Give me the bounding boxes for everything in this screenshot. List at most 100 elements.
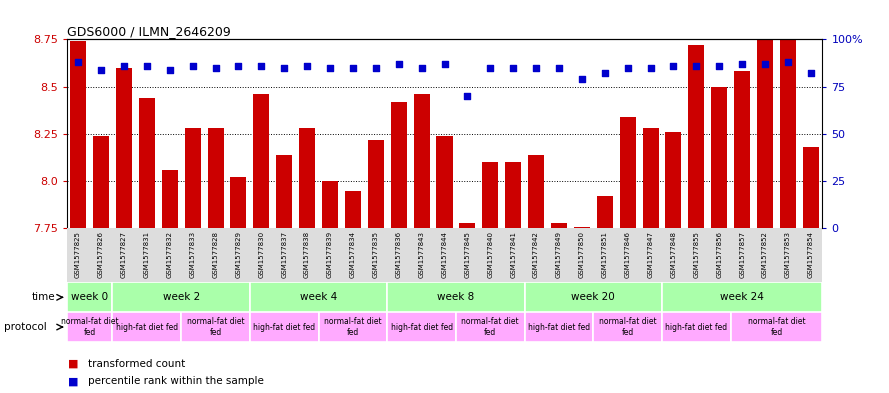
Point bbox=[644, 64, 658, 71]
Text: GSM1577843: GSM1577843 bbox=[419, 231, 425, 278]
Text: high-fat diet fed: high-fat diet fed bbox=[116, 323, 178, 332]
Text: GSM1577827: GSM1577827 bbox=[121, 231, 127, 278]
Text: GSM1577850: GSM1577850 bbox=[579, 231, 585, 278]
Point bbox=[667, 62, 681, 69]
Bar bbox=[388, 283, 525, 312]
Bar bbox=[757, 7, 773, 228]
Point bbox=[254, 62, 268, 69]
Bar bbox=[299, 128, 315, 228]
Text: normal-fat diet
fed: normal-fat diet fed bbox=[599, 318, 656, 337]
Point bbox=[208, 64, 222, 71]
Bar bbox=[593, 312, 662, 342]
Text: normal-fat diet
fed: normal-fat diet fed bbox=[748, 318, 805, 337]
Bar bbox=[113, 283, 250, 312]
Point bbox=[552, 64, 566, 71]
Bar bbox=[436, 136, 453, 228]
Text: GSM1577847: GSM1577847 bbox=[647, 231, 653, 278]
Bar bbox=[113, 312, 181, 342]
Point bbox=[116, 62, 131, 69]
Bar bbox=[734, 72, 750, 228]
Bar bbox=[250, 283, 388, 312]
Point bbox=[621, 64, 635, 71]
Point bbox=[689, 62, 703, 69]
Text: week 24: week 24 bbox=[720, 292, 765, 302]
Text: GSM1577854: GSM1577854 bbox=[808, 231, 813, 278]
Point bbox=[735, 61, 749, 67]
Bar bbox=[731, 312, 822, 342]
Text: protocol: protocol bbox=[4, 322, 47, 332]
Bar bbox=[620, 117, 636, 228]
Text: GSM1577851: GSM1577851 bbox=[602, 231, 608, 278]
Text: normal-fat diet
fed: normal-fat diet fed bbox=[60, 318, 118, 337]
Bar bbox=[525, 312, 593, 342]
Text: GSM1577826: GSM1577826 bbox=[98, 231, 104, 278]
Text: GSM1577825: GSM1577825 bbox=[76, 231, 81, 278]
Point bbox=[575, 76, 589, 82]
Bar bbox=[460, 223, 476, 228]
Point bbox=[300, 62, 314, 69]
Point bbox=[712, 62, 726, 69]
Bar bbox=[181, 312, 250, 342]
Bar bbox=[322, 181, 338, 228]
Point bbox=[346, 64, 360, 71]
Point bbox=[140, 62, 154, 69]
Bar bbox=[67, 283, 113, 312]
Bar bbox=[388, 312, 456, 342]
Text: GSM1577853: GSM1577853 bbox=[785, 231, 791, 278]
Bar bbox=[597, 196, 613, 228]
Point bbox=[437, 61, 452, 67]
Text: GSM1577844: GSM1577844 bbox=[442, 231, 447, 278]
Bar bbox=[250, 312, 318, 342]
Point bbox=[277, 64, 292, 71]
Text: high-fat diet fed: high-fat diet fed bbox=[390, 323, 453, 332]
Bar bbox=[551, 223, 567, 228]
Bar bbox=[643, 128, 659, 228]
Point bbox=[529, 64, 543, 71]
Point bbox=[414, 64, 428, 71]
Point bbox=[71, 59, 85, 65]
Text: GSM1577828: GSM1577828 bbox=[212, 231, 219, 278]
Bar bbox=[666, 132, 682, 228]
Bar bbox=[780, 18, 796, 228]
Bar bbox=[318, 312, 388, 342]
Text: GSM1577849: GSM1577849 bbox=[556, 231, 562, 278]
Text: GDS6000 / ILMN_2646209: GDS6000 / ILMN_2646209 bbox=[67, 25, 230, 38]
Text: GSM1577833: GSM1577833 bbox=[189, 231, 196, 278]
Bar bbox=[207, 128, 223, 228]
Point bbox=[461, 93, 475, 99]
Bar bbox=[276, 155, 292, 228]
Text: week 4: week 4 bbox=[300, 292, 337, 302]
Text: GSM1577852: GSM1577852 bbox=[762, 231, 768, 278]
Text: ■: ■ bbox=[68, 358, 79, 369]
Text: GSM1577834: GSM1577834 bbox=[350, 231, 356, 278]
Bar bbox=[139, 98, 155, 228]
Text: GSM1577845: GSM1577845 bbox=[464, 231, 470, 278]
Bar bbox=[116, 68, 132, 228]
Bar bbox=[505, 162, 521, 228]
Bar bbox=[368, 140, 384, 228]
Text: week 8: week 8 bbox=[437, 292, 475, 302]
Bar bbox=[390, 102, 407, 228]
Bar bbox=[662, 283, 822, 312]
Text: GSM1577857: GSM1577857 bbox=[739, 231, 745, 278]
Text: GSM1577848: GSM1577848 bbox=[670, 231, 677, 278]
Bar bbox=[230, 177, 246, 228]
Point bbox=[484, 64, 498, 71]
Bar bbox=[345, 191, 361, 228]
Bar bbox=[803, 147, 819, 228]
Bar bbox=[528, 155, 544, 228]
Text: GSM1577837: GSM1577837 bbox=[281, 231, 287, 278]
Bar bbox=[456, 312, 525, 342]
Text: GSM1577856: GSM1577856 bbox=[717, 231, 722, 278]
Bar bbox=[70, 41, 86, 228]
Bar bbox=[413, 94, 429, 228]
Point bbox=[804, 70, 818, 77]
Text: GSM1577829: GSM1577829 bbox=[236, 231, 242, 278]
Text: high-fat diet fed: high-fat diet fed bbox=[665, 323, 727, 332]
Point bbox=[163, 66, 177, 73]
Text: GSM1577830: GSM1577830 bbox=[259, 231, 264, 278]
Bar bbox=[253, 94, 269, 228]
Text: ■: ■ bbox=[68, 376, 79, 386]
Bar bbox=[93, 136, 109, 228]
Bar bbox=[711, 86, 727, 228]
